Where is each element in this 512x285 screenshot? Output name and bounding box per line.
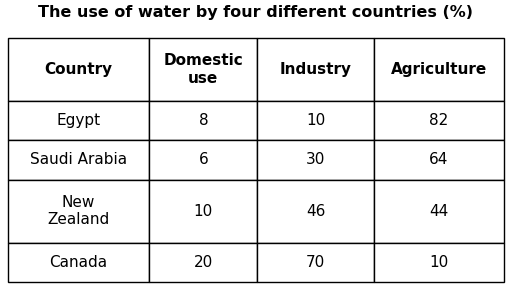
Bar	[150, 140, 258, 180]
Text: 10: 10	[306, 113, 325, 128]
Text: 8: 8	[199, 113, 208, 128]
Text: 44: 44	[429, 204, 449, 219]
Bar	[8, 38, 150, 101]
Text: 10: 10	[194, 204, 213, 219]
Bar	[150, 38, 258, 101]
Bar	[258, 243, 374, 282]
Text: 20: 20	[194, 255, 213, 270]
Text: Agriculture: Agriculture	[391, 62, 487, 77]
Bar	[258, 180, 374, 243]
Bar	[374, 180, 504, 243]
Text: 46: 46	[306, 204, 325, 219]
Text: Egypt: Egypt	[57, 113, 101, 128]
Text: 10: 10	[429, 255, 449, 270]
Text: 30: 30	[306, 152, 325, 168]
Bar	[8, 243, 150, 282]
Text: 70: 70	[306, 255, 325, 270]
Text: New
Zealand: New Zealand	[48, 195, 110, 227]
Bar	[374, 243, 504, 282]
Text: The use of water by four different countries (%): The use of water by four different count…	[38, 5, 474, 20]
Bar	[150, 101, 258, 140]
Bar	[374, 101, 504, 140]
Bar	[8, 101, 150, 140]
Text: 82: 82	[429, 113, 449, 128]
Text: Country: Country	[45, 62, 113, 77]
Bar	[374, 140, 504, 180]
Bar	[374, 38, 504, 101]
Bar	[258, 38, 374, 101]
Text: 64: 64	[429, 152, 449, 168]
Text: Domestic
use: Domestic use	[163, 53, 243, 86]
Text: Canada: Canada	[50, 255, 108, 270]
Bar	[8, 140, 150, 180]
Bar	[150, 180, 258, 243]
Text: Industry: Industry	[280, 62, 352, 77]
Bar	[258, 140, 374, 180]
Bar	[150, 243, 258, 282]
Bar	[258, 101, 374, 140]
Text: Saudi Arabia: Saudi Arabia	[30, 152, 127, 168]
Text: 6: 6	[199, 152, 208, 168]
Bar	[8, 180, 150, 243]
